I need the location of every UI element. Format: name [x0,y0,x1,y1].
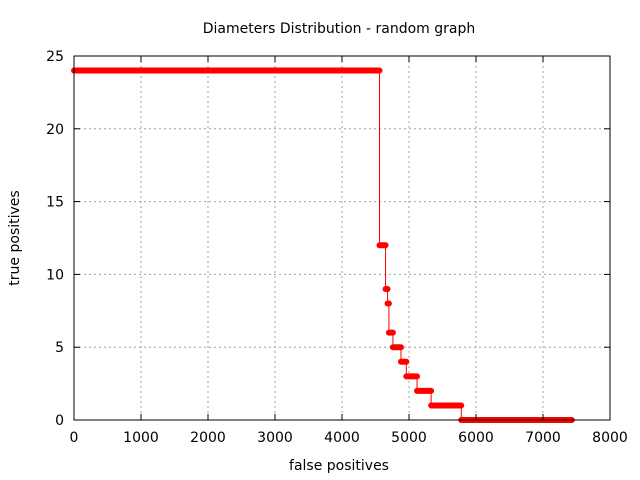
x-tick-label: 2000 [190,430,226,446]
y-tick-label: 25 [46,49,64,65]
x-tick-label: 4000 [324,430,360,446]
x-tick-label: 5000 [391,430,427,446]
chart-title: Diameters Distribution - random graph [203,21,475,37]
x-axis-label: false positives [289,458,389,474]
y-tick-label: 10 [46,267,64,283]
x-tick-label: 0 [70,430,79,446]
y-tick-label: 20 [46,122,64,138]
axis-ticks: 0 1000 2000 3000 4000 5000 6000 7000 8000 0 5 10 15 2… [46,49,628,446]
y-tick-label: 0 [55,413,64,429]
x-tick-label: 6000 [458,430,494,446]
data-series [71,67,575,423]
x-tick-label: 8000 [592,430,628,446]
series-line [74,70,572,421]
y-axis-label: true positives [7,190,23,285]
x-tick-label: 3000 [257,430,293,446]
x-tick-label: 1000 [123,430,159,446]
grid-lines [74,56,610,420]
y-tick-label: 5 [55,340,64,356]
x-tick-label: 7000 [525,430,561,446]
y-tick-label: 15 [46,195,64,211]
